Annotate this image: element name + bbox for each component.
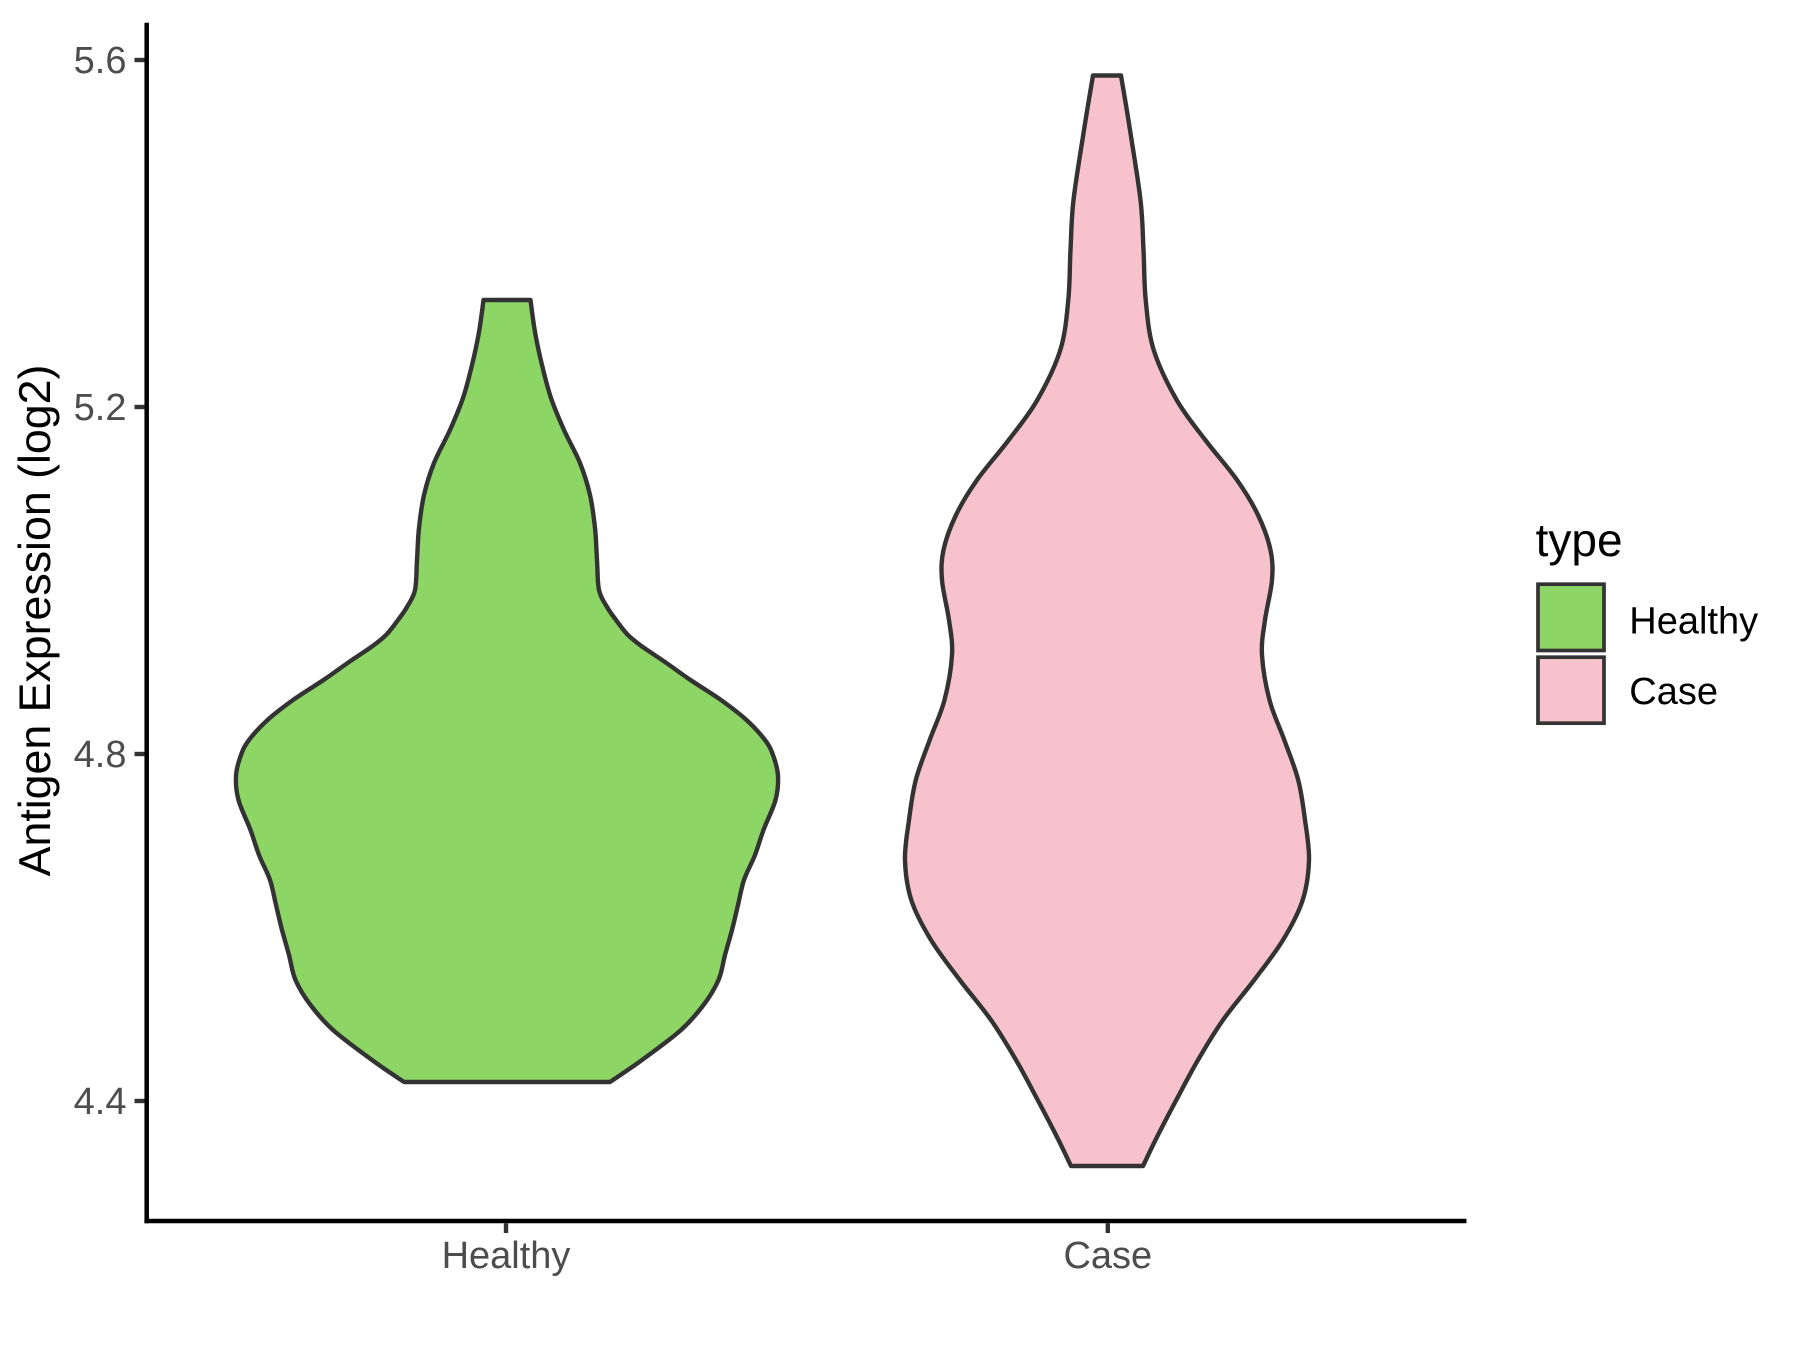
svg-text:Antigen Expression (log2): Antigen Expression (log2) bbox=[11, 365, 60, 877]
svg-text:5.6: 5.6 bbox=[74, 40, 127, 82]
svg-text:5.2: 5.2 bbox=[74, 387, 127, 429]
svg-text:Healthy: Healthy bbox=[1629, 601, 1758, 643]
svg-text:Healthy: Healthy bbox=[442, 1235, 571, 1277]
svg-text:Case: Case bbox=[1629, 671, 1718, 713]
svg-text:type: type bbox=[1536, 514, 1623, 566]
svg-text:4.8: 4.8 bbox=[74, 734, 127, 776]
svg-text:4.4: 4.4 bbox=[74, 1081, 127, 1123]
svg-text:Case: Case bbox=[1063, 1235, 1152, 1277]
